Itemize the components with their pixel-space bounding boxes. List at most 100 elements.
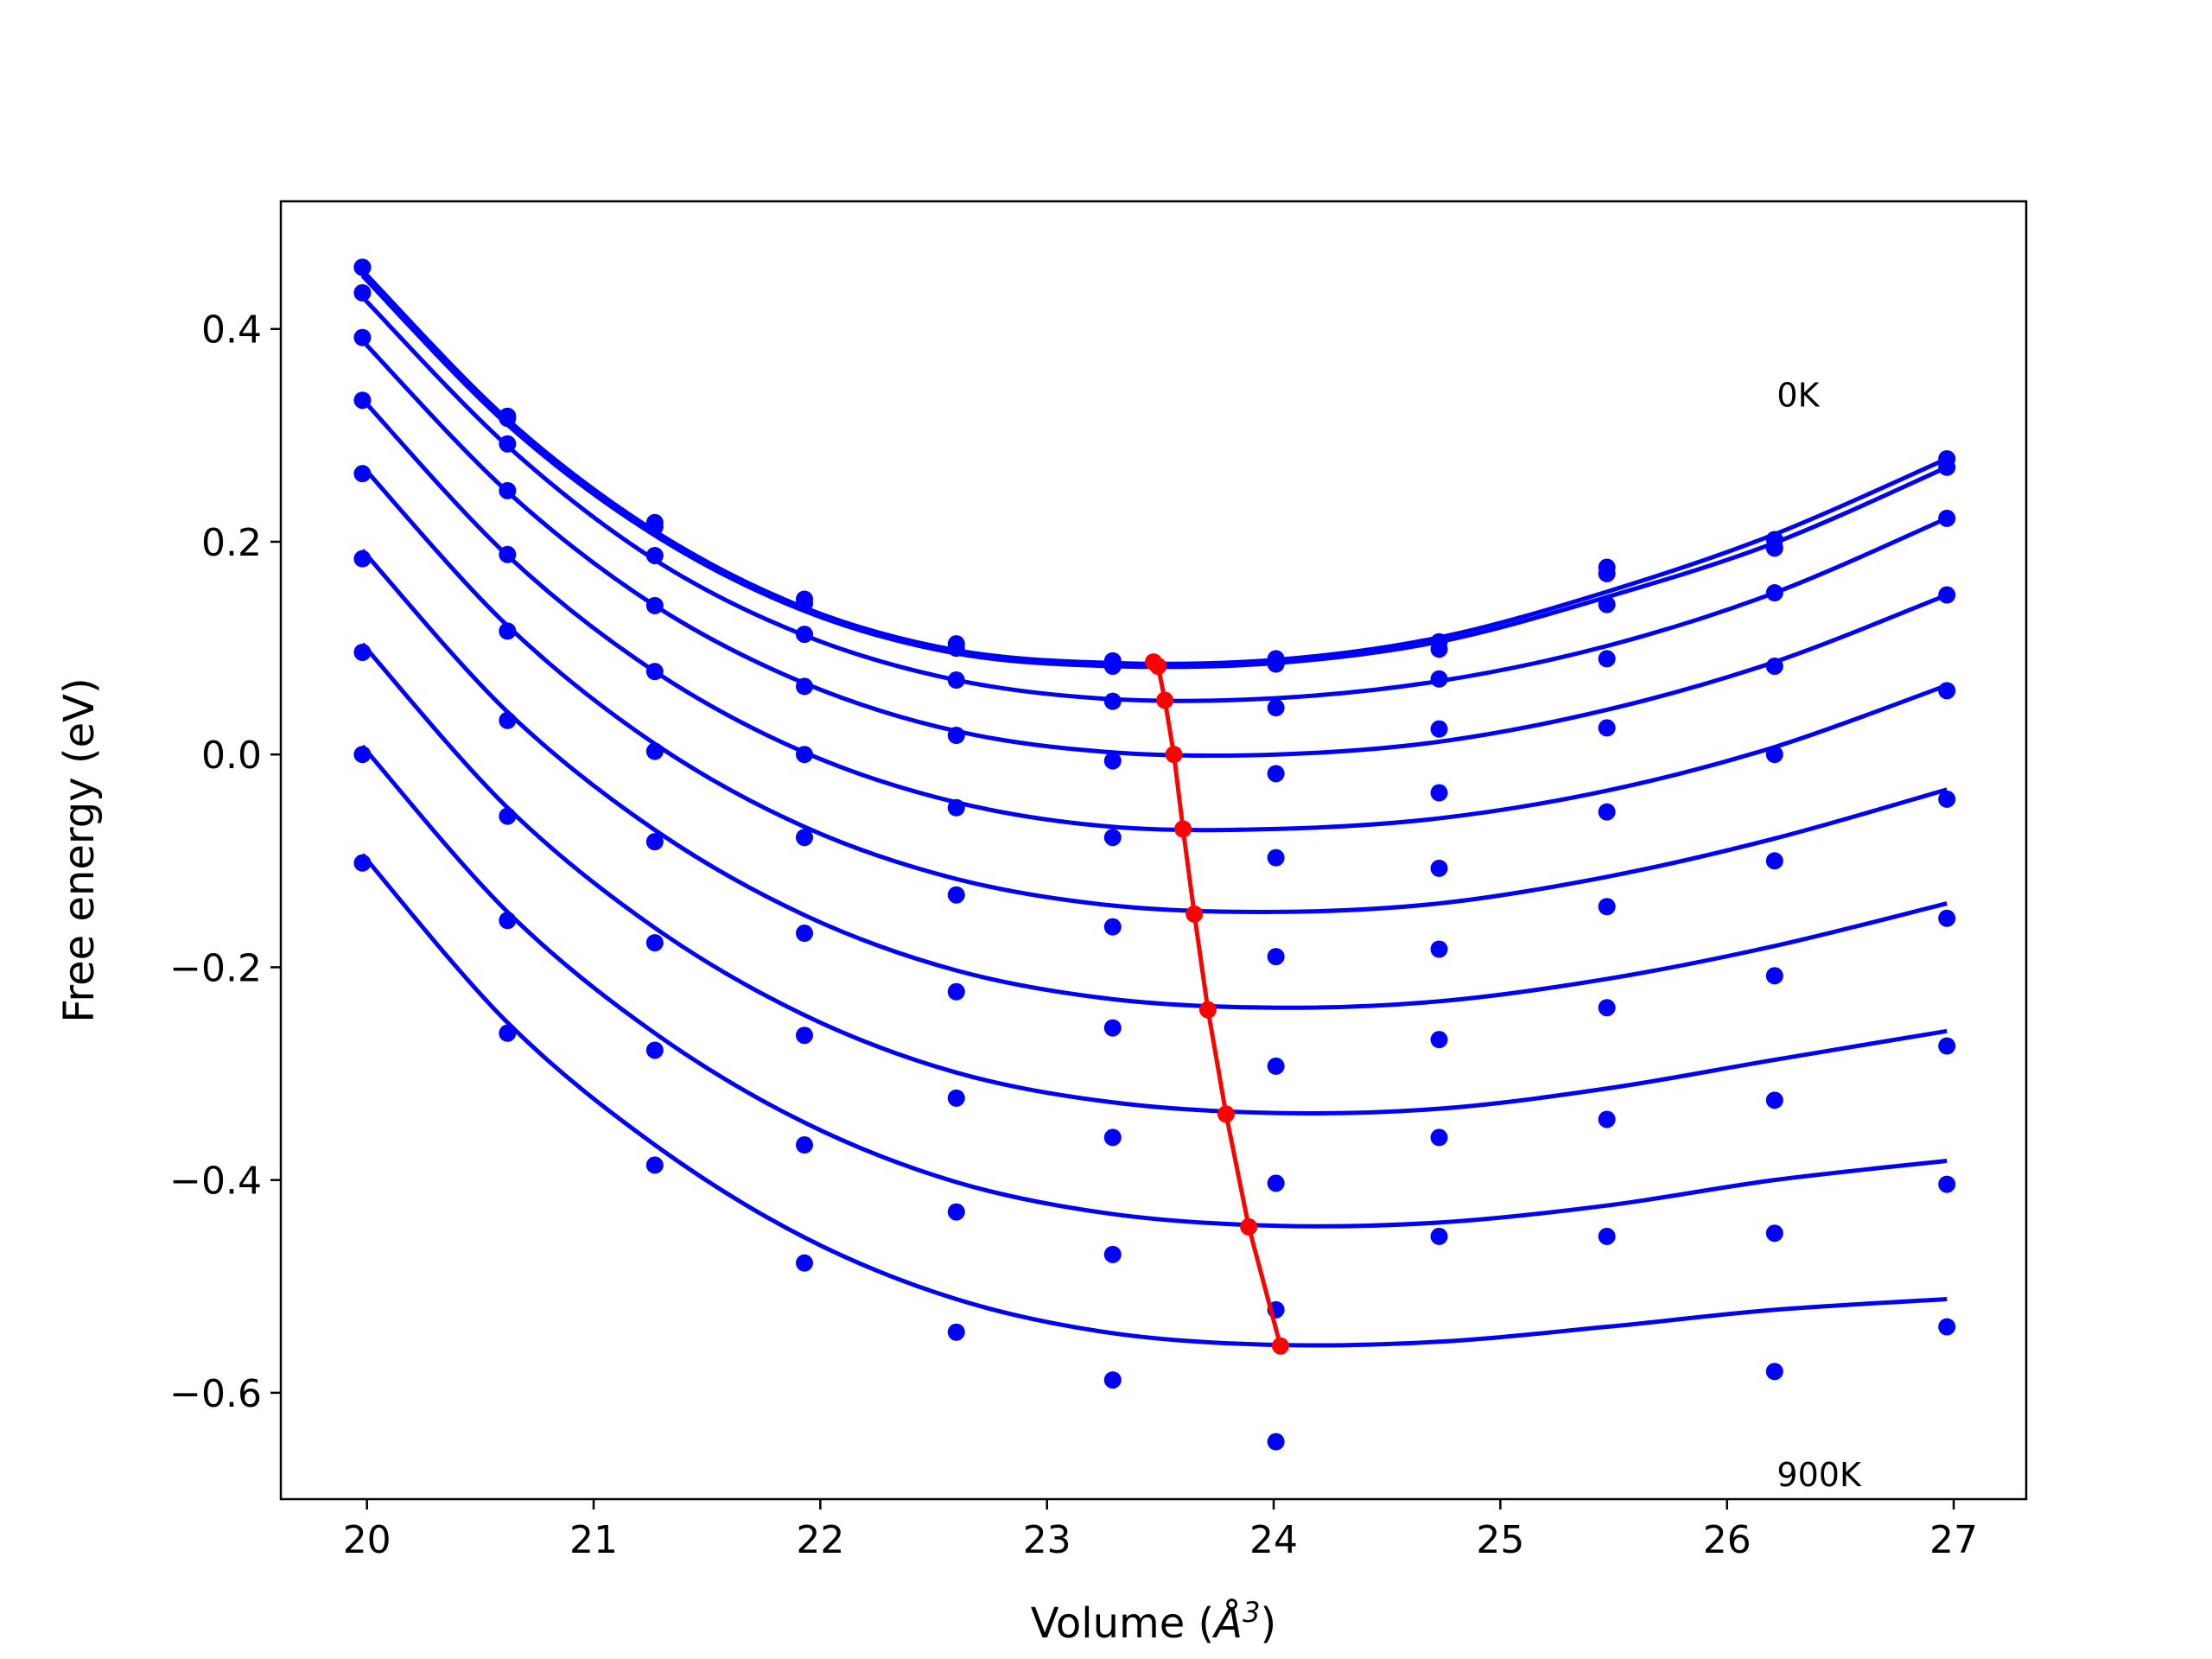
data-point: [499, 410, 517, 428]
data-point: [796, 746, 813, 764]
data-point: [1430, 720, 1448, 738]
x-tick-label: 21: [569, 1518, 618, 1562]
data-point: [1103, 1128, 1122, 1147]
data-point: [645, 663, 664, 681]
data-point: [1598, 1227, 1616, 1245]
data-point: [353, 465, 372, 483]
data-point: [1103, 918, 1122, 936]
minimum-point: [1198, 1001, 1217, 1019]
data-point: [1267, 1057, 1285, 1075]
x-tick-label: 22: [796, 1518, 844, 1562]
data-point: [645, 833, 664, 851]
data-point: [1765, 852, 1783, 870]
data-point: [499, 1024, 517, 1042]
fit-curve-5: [360, 464, 1948, 914]
x-tick-label: 20: [343, 1518, 391, 1562]
x-tick-label: 25: [1476, 1518, 1524, 1562]
data-point: [353, 328, 372, 346]
data-point: [1765, 746, 1783, 764]
data-point: [1103, 1019, 1122, 1037]
data-point: [1765, 1363, 1783, 1381]
data-point: [1938, 909, 1956, 927]
data-point: [1598, 595, 1616, 613]
x-tick-label: 26: [1703, 1518, 1751, 1562]
y-tick-label: −0.4: [169, 1160, 262, 1204]
data-point: [796, 626, 813, 644]
data-point: [1765, 584, 1783, 602]
data-point: [947, 798, 965, 817]
data-point: [1938, 458, 1956, 476]
plot-frame: [279, 200, 2028, 1501]
data-point: [1267, 655, 1285, 673]
data-point: [796, 1027, 813, 1045]
data-point: [1430, 784, 1448, 802]
data-point: [499, 711, 517, 729]
y-axis-label: Free energy (eV): [55, 677, 104, 1022]
data-point: [645, 1156, 664, 1174]
data-point: [1598, 999, 1616, 1017]
x-tick-label: 24: [1249, 1518, 1298, 1562]
data-point: [1267, 765, 1285, 783]
data-point: [1598, 1110, 1616, 1128]
data-point: [1765, 1091, 1783, 1109]
data-point: [796, 677, 813, 696]
x-axis-label: Volume (Å3): [1031, 1596, 1276, 1648]
data-point: [1430, 670, 1448, 688]
data-point: [1938, 586, 1956, 604]
minima-path: [1152, 660, 1283, 1347]
data-point: [796, 594, 813, 613]
minimum-point: [1240, 1217, 1258, 1236]
minimum-point: [1149, 658, 1167, 676]
x-axis-ticks: 20 21 22 23 24 25 26 27: [343, 1499, 1978, 1562]
fit-curve-8: [360, 744, 1948, 1229]
x-tick-label: 27: [1929, 1518, 1978, 1562]
data-point: [353, 391, 372, 410]
data-point: [645, 742, 664, 760]
data-point: [1430, 640, 1448, 658]
data-point: [1598, 650, 1616, 668]
data-point: [1103, 829, 1122, 847]
data-point: [645, 1041, 664, 1059]
y-tick-label: 0.4: [201, 308, 262, 353]
data-point: [1938, 790, 1956, 808]
y-axis-ticks: 0.4 0.2 0.0 −0.2 −0.4 −0.6: [169, 308, 281, 1416]
data-point: [499, 622, 517, 640]
data-point: [1765, 1224, 1783, 1243]
data-point: [499, 807, 517, 825]
data-point: [353, 746, 372, 764]
data-point: [1765, 539, 1783, 557]
data-point: [1430, 1227, 1448, 1245]
data-point: [947, 1323, 965, 1341]
minimum-point: [1165, 746, 1183, 764]
fit-curve-7: [360, 642, 1948, 1116]
data-point: [1430, 1128, 1448, 1147]
data-point: [1938, 509, 1956, 527]
data-point: [1267, 1433, 1285, 1451]
data-point: [645, 596, 664, 614]
fit-curve-4: [360, 397, 1948, 833]
data-points: [353, 258, 1956, 1451]
data-point: [645, 518, 664, 536]
data-point: [947, 1203, 965, 1221]
data-point: [1598, 898, 1616, 916]
x-tick-label: 23: [1023, 1518, 1071, 1562]
minimum-point: [1185, 905, 1204, 923]
fit-curve-6: [360, 549, 1948, 1010]
data-point: [1938, 1175, 1956, 1193]
data-point: [1938, 1037, 1956, 1055]
data-point: [947, 727, 965, 745]
data-point: [1103, 752, 1122, 770]
data-point: [947, 982, 965, 1001]
minimum-point: [1156, 691, 1174, 709]
y-tick-label: 0.0: [201, 734, 262, 778]
data-point: [947, 639, 965, 658]
annotation-label: 900K: [1777, 1456, 1862, 1494]
data-point: [947, 671, 965, 690]
y-tick-label: −0.6: [169, 1372, 262, 1416]
data-point: [1430, 1031, 1448, 1049]
data-point: [353, 550, 372, 568]
data-point: [1267, 849, 1285, 867]
data-point: [796, 925, 813, 943]
minimum-point: [1271, 1337, 1289, 1355]
